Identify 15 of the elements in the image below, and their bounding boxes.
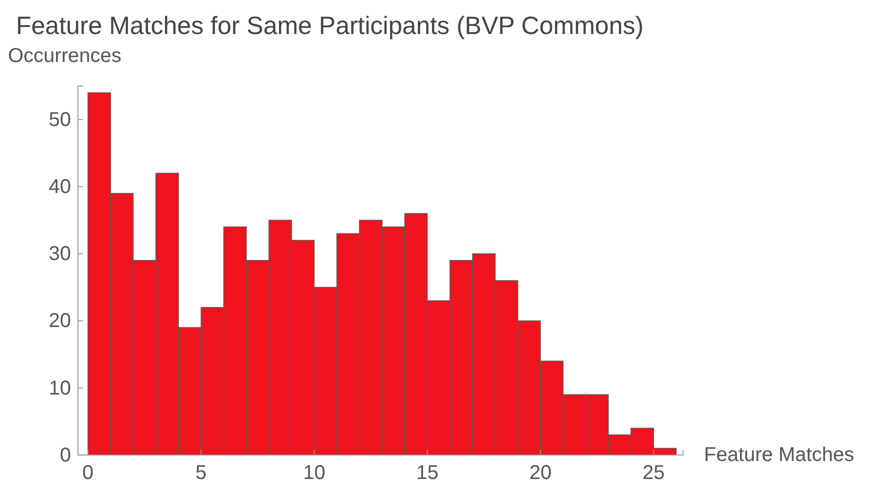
x-tick-label: 10	[303, 462, 326, 484]
y-tick-label: 10	[48, 377, 71, 400]
y-tick-label: 20	[48, 310, 71, 332]
x-tick-label: 20	[529, 462, 552, 484]
x-axis-title: Feature Matches	[704, 444, 854, 466]
y-tick-label: 50	[48, 108, 71, 131]
chart-title: Feature Matches for Same Participants (BVP Commons)	[16, 12, 644, 40]
y-tick-label: 40	[48, 176, 71, 198]
x-tick-label: 15	[416, 462, 438, 484]
y-tick-label: 0	[60, 444, 71, 466]
x-tick-label: 0	[82, 462, 94, 484]
y-axis-title: Occurrences	[8, 45, 122, 67]
x-tick-label: 5	[196, 462, 207, 484]
y-tick-label: 30	[48, 243, 71, 266]
x-tick-label: 25	[642, 462, 665, 484]
